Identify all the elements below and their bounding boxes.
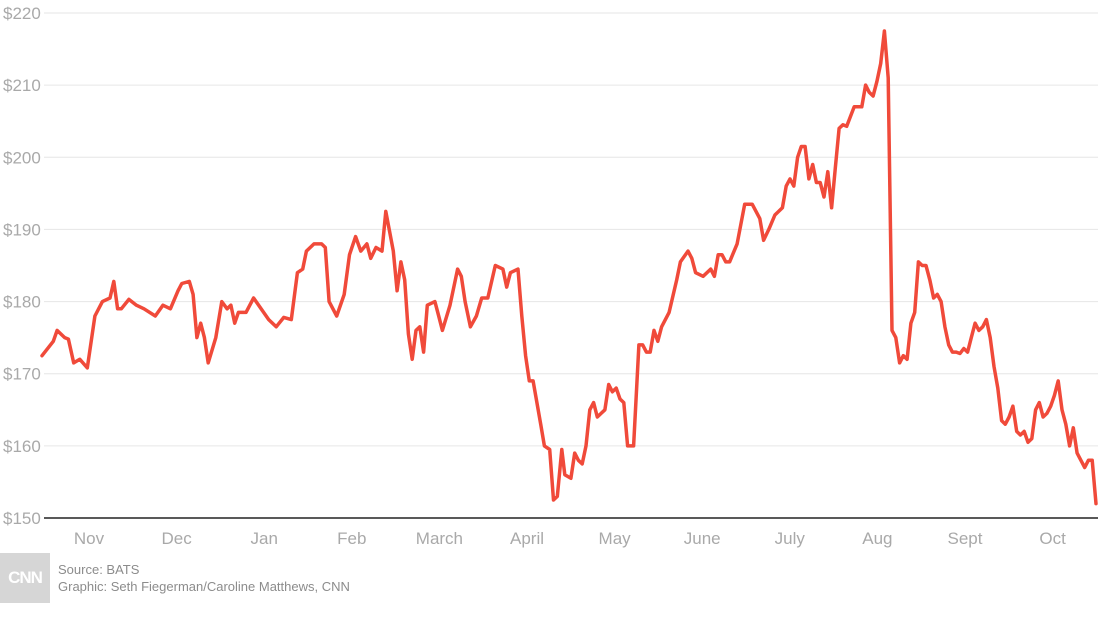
x-tick-label: Dec [161,529,192,548]
footer: CNN Source: BATS Graphic: Seth Fiegerman… [0,553,350,603]
credits: Source: BATS Graphic: Seth Fiegerman/Car… [58,561,350,595]
x-tick-label: July [775,529,806,548]
graphic-credit-text: Graphic: Seth Fiegerman/Caroline Matthew… [58,579,350,594]
gridlines [44,12,1098,447]
y-tick-label: $210 [3,76,41,95]
x-tick-label: May [599,529,632,548]
x-tick-label: Feb [337,529,366,548]
price-series-line [40,29,1098,506]
y-tick-label: $220 [3,4,41,23]
x-tick-label: Oct [1039,529,1066,548]
stock-price-chart: $220 $210 $200 $190 $180 $170 $160 $150 Nov Dec J… [3,4,1098,548]
x-tick-label: June [684,529,721,548]
x-tick-label: Jan [250,529,277,548]
x-tick-label: Aug [862,529,892,548]
y-tick-label: $160 [3,437,41,456]
x-tick-label: April [510,529,544,548]
y-tick-label: $150 [3,509,41,528]
x-axis-labels: Nov Dec Jan Feb March April May June July Aug Sept… [74,529,1066,548]
x-tick-label: Nov [74,529,105,548]
y-axis-labels: $220 $210 $200 $190 $180 $170 $160 $150 [3,4,41,528]
x-tick-label: Sept [948,529,983,548]
y-tick-label: $200 [3,148,41,167]
y-tick-label: $180 [3,293,41,312]
source-text: Source: BATS [58,562,140,577]
y-tick-label: $190 [3,220,41,239]
cnn-logo: CNN [0,553,50,603]
x-tick-label: March [416,529,463,548]
cnn-logo-text: CNN [8,568,43,587]
y-tick-label: $170 [3,365,41,384]
